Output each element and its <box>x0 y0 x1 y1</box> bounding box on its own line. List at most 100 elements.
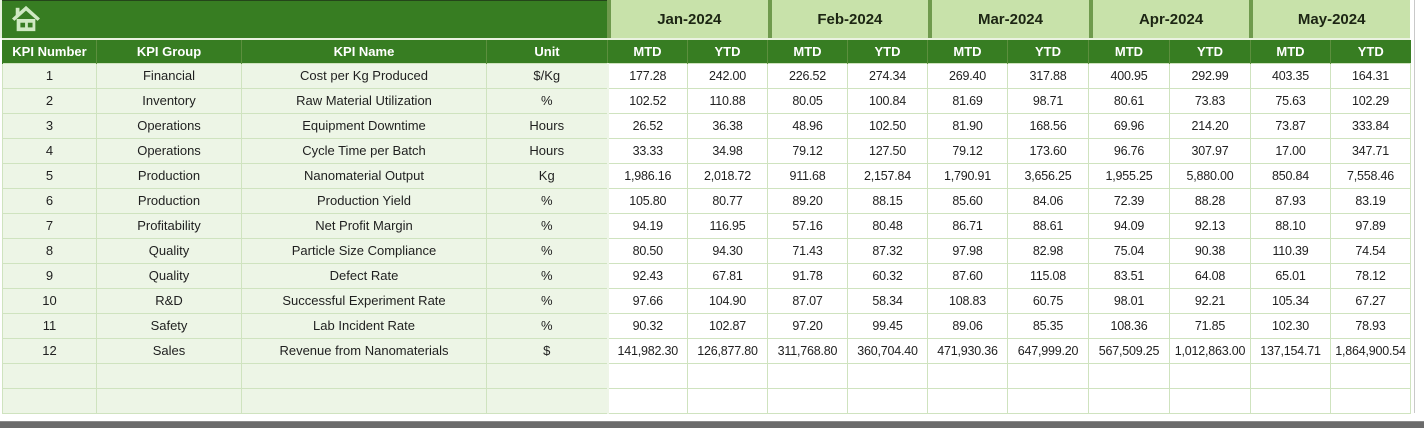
cell-value[interactable]: 87.07 <box>767 287 848 314</box>
month-header-mar-2024[interactable]: Mar-2024 <box>928 0 1089 38</box>
cell-value[interactable]: 2,018.72 <box>687 162 768 189</box>
cell-value[interactable]: 242.00 <box>687 62 768 89</box>
cell-value[interactable]: 1,986.16 <box>606 162 688 189</box>
month-header-jan-2024[interactable]: Jan-2024 <box>607 0 768 38</box>
cell-value[interactable]: 87.60 <box>927 262 1008 289</box>
column-header-apr-2024-mtd[interactable]: MTD <box>1088 40 1170 63</box>
cell-value[interactable]: 73.83 <box>1169 87 1251 114</box>
cell-value[interactable]: 3,656.25 <box>1007 162 1089 189</box>
cell-value[interactable]: 94.30 <box>687 237 768 264</box>
cell-value[interactable]: 102.87 <box>687 312 768 339</box>
cell-kpi-number[interactable]: 4 <box>2 137 97 164</box>
cell-value[interactable]: 115.08 <box>1007 262 1089 289</box>
cell-value[interactable]: 104.90 <box>687 287 768 314</box>
cell-kpi-name[interactable]: Cost per Kg Produced <box>241 62 487 89</box>
cell-value[interactable]: 79.12 <box>927 137 1008 164</box>
cell-kpi-name[interactable]: Net Profit Margin <box>241 212 487 239</box>
cell-kpi-group[interactable]: Inventory <box>96 87 242 114</box>
cell-value[interactable]: 89.20 <box>767 187 848 214</box>
cell-value[interactable]: 347.71 <box>1330 137 1411 164</box>
cell-value[interactable]: 333.84 <box>1330 112 1411 139</box>
cell-empty[interactable] <box>1007 387 1089 414</box>
cell-value[interactable]: 67.81 <box>687 262 768 289</box>
cell-value[interactable]: 83.51 <box>1088 262 1170 289</box>
cell-value[interactable]: 7,558.46 <box>1330 162 1411 189</box>
cell-value[interactable]: 48.96 <box>767 112 848 139</box>
cell-value[interactable]: 317.88 <box>1007 62 1089 89</box>
cell-value[interactable]: 92.21 <box>1169 287 1251 314</box>
cell-empty[interactable] <box>606 362 688 389</box>
month-header-may-2024[interactable]: May-2024 <box>1249 0 1410 38</box>
cell-value[interactable]: 88.10 <box>1250 212 1331 239</box>
cell-value[interactable]: 79.12 <box>767 137 848 164</box>
cell-kpi-name[interactable]: Particle Size Compliance <box>241 237 487 264</box>
cell-value[interactable]: 17.00 <box>1250 137 1331 164</box>
home-icon[interactable] <box>11 5 41 33</box>
cell-value[interactable]: 88.61 <box>1007 212 1089 239</box>
cell-value[interactable]: 80.77 <box>687 187 768 214</box>
cell-kpi-unit[interactable]: % <box>486 262 608 289</box>
cell-value[interactable]: 74.54 <box>1330 237 1411 264</box>
cell-value[interactable]: 105.34 <box>1250 287 1331 314</box>
cell-value[interactable]: 102.50 <box>847 112 928 139</box>
month-header-apr-2024[interactable]: Apr-2024 <box>1088 0 1250 38</box>
cell-kpi-unit[interactable]: % <box>486 287 608 314</box>
cell-kpi-number[interactable]: 7 <box>2 212 97 239</box>
cell-value[interactable]: 102.29 <box>1330 87 1411 114</box>
cell-value[interactable]: 80.48 <box>847 212 928 239</box>
cell-value[interactable]: 126,877.80 <box>687 337 768 364</box>
column-header-jan-2024-ytd[interactable]: YTD <box>687 40 768 63</box>
cell-empty[interactable] <box>486 387 608 414</box>
column-header-mar-2024-mtd[interactable]: MTD <box>927 40 1008 63</box>
cell-value[interactable]: 75.63 <box>1250 87 1331 114</box>
cell-kpi-unit[interactable]: % <box>486 312 608 339</box>
cell-value[interactable]: 127.50 <box>847 137 928 164</box>
cell-value[interactable]: 80.50 <box>606 237 688 264</box>
cell-value[interactable]: 65.01 <box>1250 262 1331 289</box>
cell-value[interactable]: 2,157.84 <box>847 162 928 189</box>
cell-value[interactable]: 102.30 <box>1250 312 1331 339</box>
cell-empty[interactable] <box>1088 387 1170 414</box>
cell-value[interactable]: 226.52 <box>767 62 848 89</box>
column-header-kpi-name[interactable]: KPI Name <box>241 40 487 63</box>
cell-value[interactable]: 97.98 <box>927 237 1008 264</box>
cell-value[interactable]: 89.06 <box>927 312 1008 339</box>
cell-empty[interactable] <box>767 387 848 414</box>
cell-value[interactable]: 85.60 <box>927 187 1008 214</box>
cell-value[interactable]: 84.06 <box>1007 187 1089 214</box>
cell-value[interactable]: 97.20 <box>767 312 848 339</box>
cell-kpi-number[interactable]: 1 <box>2 62 97 89</box>
cell-value[interactable]: 292.99 <box>1169 62 1251 89</box>
cell-empty[interactable] <box>1169 362 1251 389</box>
cell-kpi-group[interactable]: Production <box>96 162 242 189</box>
cell-empty[interactable] <box>1088 362 1170 389</box>
cell-kpi-name[interactable]: Nanomaterial Output <box>241 162 487 189</box>
cell-value[interactable]: 57.16 <box>767 212 848 239</box>
cell-kpi-number[interactable]: 5 <box>2 162 97 189</box>
cell-empty[interactable] <box>2 387 97 414</box>
cell-value[interactable]: 78.93 <box>1330 312 1411 339</box>
cell-value[interactable]: 91.78 <box>767 262 848 289</box>
cell-kpi-unit[interactable]: $ <box>486 337 608 364</box>
cell-value[interactable]: 108.36 <box>1088 312 1170 339</box>
cell-empty[interactable] <box>1250 387 1331 414</box>
column-header-may-2024-ytd[interactable]: YTD <box>1330 40 1411 63</box>
column-header-feb-2024-mtd[interactable]: MTD <box>767 40 848 63</box>
cell-kpi-group[interactable]: Production <box>96 187 242 214</box>
cell-value[interactable]: 99.45 <box>847 312 928 339</box>
cell-value[interactable]: 1,012,863.00 <box>1169 337 1251 364</box>
cell-value[interactable]: 307.97 <box>1169 137 1251 164</box>
cell-value[interactable]: 214.20 <box>1169 112 1251 139</box>
cell-kpi-name[interactable]: Raw Material Utilization <box>241 87 487 114</box>
cell-kpi-number[interactable]: 12 <box>2 337 97 364</box>
cell-kpi-group[interactable]: Quality <box>96 237 242 264</box>
cell-value[interactable]: 34.98 <box>687 137 768 164</box>
cell-value[interactable]: 81.69 <box>927 87 1008 114</box>
cell-kpi-group[interactable]: Profitability <box>96 212 242 239</box>
cell-empty[interactable] <box>767 362 848 389</box>
cell-value[interactable]: 88.15 <box>847 187 928 214</box>
cell-empty[interactable] <box>2 362 97 389</box>
cell-kpi-group[interactable]: Operations <box>96 112 242 139</box>
cell-value[interactable]: 647,999.20 <box>1007 337 1089 364</box>
cell-value[interactable]: 60.75 <box>1007 287 1089 314</box>
